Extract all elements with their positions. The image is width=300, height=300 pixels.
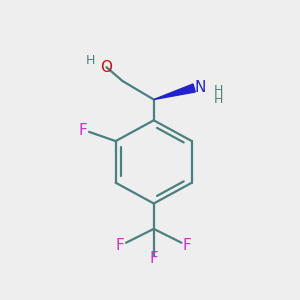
Text: H: H	[85, 54, 95, 68]
Text: O: O	[100, 60, 112, 75]
Text: F: F	[79, 123, 88, 138]
Text: F: F	[116, 238, 124, 253]
Polygon shape	[154, 84, 195, 100]
Text: H: H	[214, 84, 223, 97]
Text: H: H	[214, 93, 223, 106]
Text: F: F	[149, 251, 158, 266]
Text: F: F	[183, 238, 192, 253]
Text: N: N	[194, 80, 206, 95]
